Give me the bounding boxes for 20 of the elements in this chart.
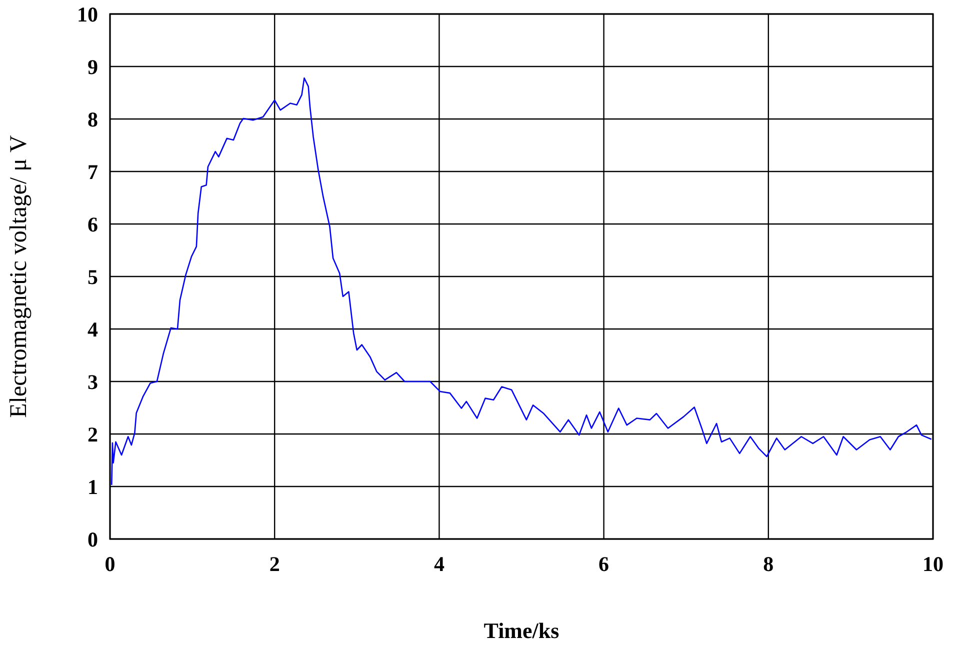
y-tick-label: 7 (88, 160, 98, 184)
y-tick-label: 2 (88, 422, 98, 446)
y-tick-label: 9 (88, 54, 98, 79)
y-tick-label: 6 (88, 212, 98, 236)
x-tick-label: 0 (104, 552, 116, 576)
y-tick-label: 3 (88, 370, 98, 394)
y-tick-label: 10 (77, 2, 98, 26)
y-tick-label: 4 (88, 317, 98, 342)
x-tick-label: 6 (598, 552, 610, 576)
y-tick-label: 8 (88, 107, 98, 132)
y-tick-label: 5 (88, 264, 98, 289)
x-tick-label: 4 (434, 552, 445, 576)
y-tick-label: 1 (88, 474, 98, 499)
x-tick-label: 10 (922, 552, 944, 576)
y-tick-label: 0 (88, 527, 98, 552)
x-axis-title: Time/ks (484, 618, 560, 643)
x-tick-label: 8 (763, 552, 774, 576)
x-tick-label: 2 (269, 552, 280, 576)
y-axis-title: Electromagnetic voltage/ μ V (6, 134, 32, 418)
line-series (110, 77, 932, 486)
